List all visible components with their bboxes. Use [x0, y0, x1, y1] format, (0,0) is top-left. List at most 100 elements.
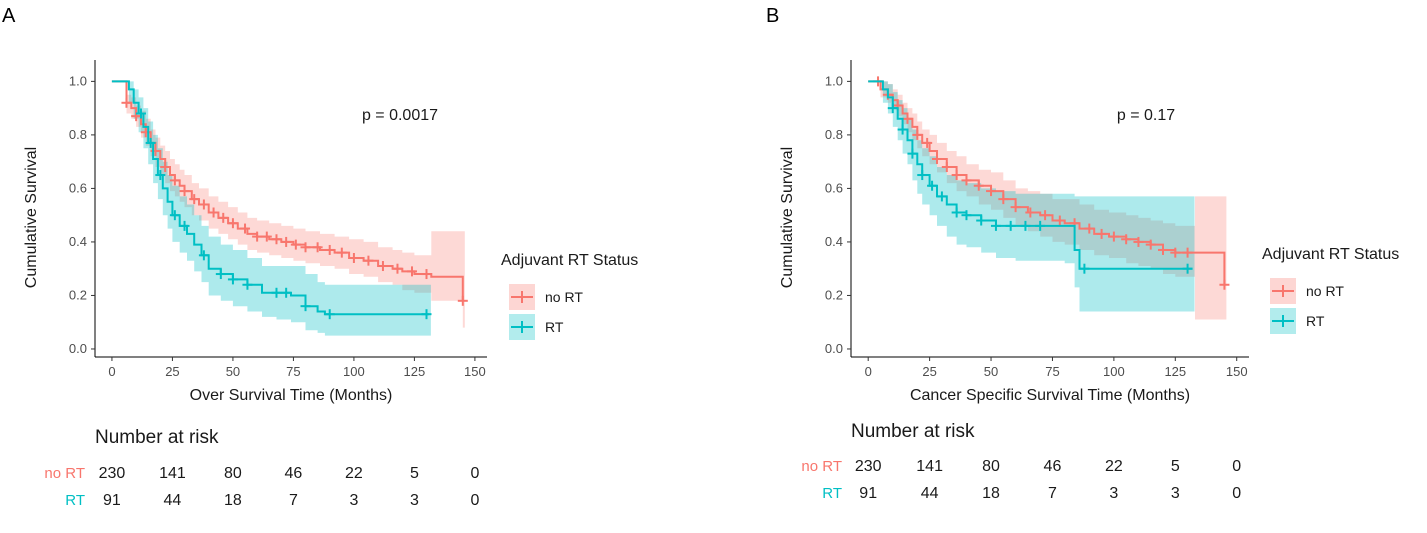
censor-mark — [169, 210, 180, 221]
risk-count: 80 — [982, 458, 1000, 475]
risk-count: 141 — [159, 465, 186, 482]
censor-mark — [961, 175, 972, 186]
y-tick-label: 0.6 — [825, 180, 843, 195]
panel-letter-a: A — [2, 5, 16, 27]
y-axis-title: Cumulative Survival — [23, 147, 40, 288]
risk-count: 141 — [916, 458, 943, 475]
x-tick-label: 25 — [165, 364, 179, 379]
risk-count: 5 — [1171, 458, 1180, 475]
censor-mark — [392, 263, 403, 274]
censor-mark — [998, 194, 1009, 205]
risk-count: 5 — [410, 465, 419, 482]
censor-mark — [941, 162, 952, 173]
censor-mark — [208, 207, 219, 218]
risk-count: 0 — [1232, 458, 1241, 475]
legend-label-rt: RT — [1306, 313, 1325, 329]
censor-mark — [135, 108, 146, 119]
censor-mark — [1005, 220, 1016, 231]
y-tick-label: 0.6 — [69, 180, 87, 195]
censor-mark — [1108, 231, 1119, 242]
censor-mark — [951, 170, 962, 181]
censor-mark — [976, 215, 987, 226]
censor-mark — [902, 113, 913, 124]
legend-title: Adjuvant RT Status — [501, 252, 638, 269]
x-tick-label: 0 — [865, 364, 872, 379]
censor-mark — [227, 274, 238, 285]
risk-count: 46 — [285, 465, 303, 482]
censor-mark — [363, 255, 374, 266]
censor-mark — [215, 269, 226, 280]
risk-count: 3 — [349, 492, 358, 509]
censor-mark — [312, 242, 323, 253]
x-tick-label: 50 — [984, 364, 998, 379]
censor-mark — [227, 218, 238, 229]
censor-mark — [160, 162, 171, 173]
risk-count: 91 — [103, 492, 121, 509]
risk-count: 3 — [1109, 485, 1118, 502]
risk-count: 230 — [855, 458, 882, 475]
censor-mark — [179, 186, 190, 197]
censor-mark — [179, 220, 190, 231]
x-tick-label: 100 — [1103, 364, 1125, 379]
risk-count: 44 — [921, 485, 939, 502]
risk-count: 91 — [859, 485, 877, 502]
km-curve-rt — [111, 80, 429, 316]
censor-mark — [242, 279, 253, 290]
censor-mark — [1084, 223, 1095, 234]
y-tick-label: 1.0 — [825, 73, 843, 88]
censor-mark — [281, 236, 292, 247]
censor-mark — [927, 180, 938, 191]
censor-mark — [936, 191, 947, 202]
censor-mark — [421, 309, 432, 320]
censor-mark — [951, 207, 962, 218]
x-tick-label: 25 — [922, 364, 936, 379]
censor-mark — [198, 199, 209, 210]
censor-mark — [145, 137, 156, 148]
risk-count: 230 — [99, 465, 126, 482]
risk-count: 80 — [224, 465, 242, 482]
x-tick-label: 125 — [1164, 364, 1186, 379]
censor-mark — [990, 220, 1001, 231]
censor-mark — [421, 269, 432, 280]
censor-mark — [922, 137, 933, 148]
risk-count: 0 — [1232, 485, 1241, 502]
censor-mark — [324, 309, 335, 320]
legend-title: Adjuvant RT Status — [1262, 246, 1399, 263]
censor-mark — [1020, 220, 1031, 231]
x-tick-label: 125 — [404, 364, 426, 379]
censor-mark — [1079, 263, 1090, 274]
censor-mark — [986, 186, 997, 197]
risk-count: 18 — [982, 485, 1000, 502]
risk-count: 44 — [164, 492, 182, 509]
ci-band-no-rt — [868, 81, 1227, 320]
censor-mark — [252, 231, 263, 242]
censor-mark — [198, 250, 209, 261]
censor-mark — [218, 212, 229, 223]
censor-mark — [300, 301, 311, 312]
x-tick-label: 150 — [1226, 364, 1248, 379]
censor-mark — [973, 180, 984, 191]
censor-mark — [912, 129, 923, 140]
censor-mark — [348, 252, 359, 263]
x-tick-label: 75 — [286, 364, 300, 379]
censor-mark — [281, 287, 292, 298]
x-tick-label: 50 — [226, 364, 240, 379]
risk-table-title: Number at risk — [95, 427, 219, 448]
censor-mark — [240, 223, 251, 234]
x-axis-title: Cancer Specific Survival Time (Months) — [910, 387, 1190, 404]
p-value-label: p = 0.17 — [1117, 107, 1175, 124]
censor-mark — [1054, 215, 1065, 226]
risk-count: 7 — [289, 492, 298, 509]
censor-mark — [121, 97, 132, 108]
censor-mark — [917, 170, 928, 181]
risk-row-label-rt: RT — [65, 492, 85, 509]
y-tick-label: 0.8 — [825, 127, 843, 142]
censor-mark — [324, 244, 335, 255]
ci-band-no-rt — [111, 81, 465, 328]
censor-mark — [1025, 207, 1036, 218]
ci-band-rt — [868, 81, 1195, 312]
risk-count: 0 — [470, 492, 479, 509]
censor-mark — [1040, 210, 1051, 221]
km-panel-b: 0.00.20.40.60.81.00 25 50 75 100 125 150Cancer… — [779, 60, 1399, 502]
censor-mark — [1096, 228, 1107, 239]
